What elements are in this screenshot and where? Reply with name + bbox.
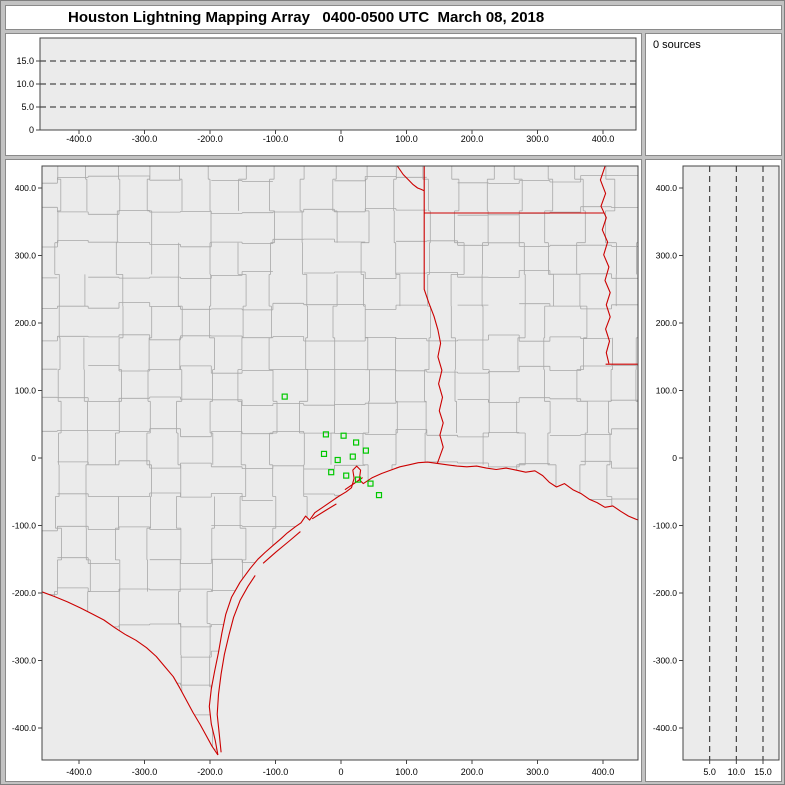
y-tick-label: 200.0 bbox=[15, 318, 37, 328]
lma-station-marker bbox=[354, 476, 362, 483]
lma-station-marker bbox=[349, 453, 356, 460]
y-tick-label: 0 bbox=[31, 453, 36, 463]
plot-area[interactable] bbox=[683, 166, 779, 760]
altitude-ns-plot[interactable]: 5.0 10.0 15.0 400.0 300.0 200.0 100.0 0 -100.0 -2… bbox=[646, 160, 781, 781]
x-tick-label: 200.0 bbox=[461, 767, 484, 777]
lma-station-marker bbox=[320, 450, 328, 457]
lma-station-marker bbox=[328, 469, 335, 476]
sources-count-label: 0 sources bbox=[653, 39, 701, 51]
y-tick-label: -400.0 bbox=[653, 723, 677, 733]
y-tick-label: 0 bbox=[29, 125, 34, 135]
y-tick-label: -100.0 bbox=[12, 521, 36, 531]
x-tick-label: -100.0 bbox=[263, 767, 289, 777]
plan-view-map[interactable]: -400.0 -300.0 -200.0 -100.0 0 100.0 200.0 300.0… bbox=[6, 160, 641, 781]
y-tick-label: -300.0 bbox=[653, 656, 677, 666]
y-tick-label: 400.0 bbox=[656, 183, 678, 193]
axis-box bbox=[41, 165, 639, 761]
y-tick-label: 0 bbox=[672, 453, 677, 463]
y-tick-label: 15.0 bbox=[16, 56, 34, 66]
y-tick-label: -200.0 bbox=[12, 588, 36, 598]
x-tick-label: 5.0 bbox=[703, 767, 716, 777]
x-tick-label: -200.0 bbox=[197, 767, 223, 777]
y-tick-label: -400.0 bbox=[12, 723, 36, 733]
y-tick-label: 200.0 bbox=[656, 318, 678, 328]
x-tick-label: 15.0 bbox=[754, 767, 772, 777]
lma-station-marker bbox=[281, 393, 288, 400]
lma-station-marker bbox=[334, 456, 341, 464]
axis-ticks bbox=[36, 60, 604, 134]
y-tick-label: -200.0 bbox=[653, 588, 677, 598]
plan-view-panel: -400.0 -300.0 -200.0 -100.0 0 100.0 200.0 300.0… bbox=[5, 159, 642, 782]
lma-station-marker bbox=[322, 431, 329, 438]
x-tick-label: -400.0 bbox=[66, 767, 92, 777]
y-tick-label: -300.0 bbox=[12, 656, 36, 666]
x-tick-label: 400.0 bbox=[592, 767, 615, 777]
x-tick-label: 10.0 bbox=[728, 767, 746, 777]
x-tick-label: 100.0 bbox=[395, 134, 418, 144]
x-tick-label: 300.0 bbox=[526, 134, 549, 144]
lma-station-marker bbox=[340, 432, 347, 439]
y-tick-label: 300.0 bbox=[15, 251, 37, 261]
x-tick-label: -200.0 bbox=[197, 134, 223, 144]
x-tick-label: 200.0 bbox=[461, 134, 484, 144]
state-borders-and-coastline bbox=[42, 166, 638, 756]
axis-box bbox=[682, 165, 780, 761]
x-tick-label: -400.0 bbox=[66, 134, 92, 144]
y-tick-label: 100.0 bbox=[656, 386, 678, 396]
lma-station-marker bbox=[367, 480, 374, 487]
x-tick-label: 0 bbox=[338, 767, 343, 777]
y-tick-label: 300.0 bbox=[656, 251, 678, 261]
altitude-ns-panel: 5.0 10.0 15.0 400.0 300.0 200.0 100.0 0 -100.0 -2… bbox=[645, 159, 782, 782]
lma-station-marker bbox=[375, 492, 383, 499]
axis-ticks bbox=[679, 187, 764, 764]
title-bar: Houston Lightning Mapping Array 0400-050… bbox=[5, 5, 782, 30]
altitude-ew-panel: -400.0 -300.0 -200.0 -100.0 0 100.0 200.0 300.0… bbox=[5, 33, 642, 156]
x-tick-label: 100.0 bbox=[395, 767, 418, 777]
y-tick-label: 5.0 bbox=[21, 102, 34, 112]
x-tick-label: -100.0 bbox=[263, 134, 289, 144]
window-title-text: Houston Lightning Mapping Array 0400-050… bbox=[68, 9, 545, 26]
x-tick-label: 0 bbox=[338, 134, 343, 144]
altitude-dashed-gridlines bbox=[709, 166, 764, 760]
lma-station-marker bbox=[353, 439, 360, 446]
y-tick-label: -100.0 bbox=[653, 521, 677, 531]
altitude-ew-plot[interactable]: -400.0 -300.0 -200.0 -100.0 0 100.0 200.0 300.0… bbox=[6, 34, 641, 155]
lma-station-marker bbox=[362, 447, 369, 454]
x-tick-label: 400.0 bbox=[592, 134, 615, 144]
plot-area[interactable] bbox=[40, 38, 636, 130]
x-tick-label: 300.0 bbox=[526, 767, 549, 777]
x-tick-label: -300.0 bbox=[132, 767, 158, 777]
lma-station-marker bbox=[343, 472, 350, 479]
sources-panel: 0 sources bbox=[645, 33, 782, 156]
y-tick-label: 400.0 bbox=[15, 183, 37, 193]
y-tick-label: 10.0 bbox=[16, 79, 34, 89]
y-tick-label: 100.0 bbox=[15, 386, 37, 396]
axis-ticks bbox=[38, 187, 604, 764]
lma-stations bbox=[281, 393, 383, 499]
x-tick-label: -300.0 bbox=[132, 134, 158, 144]
